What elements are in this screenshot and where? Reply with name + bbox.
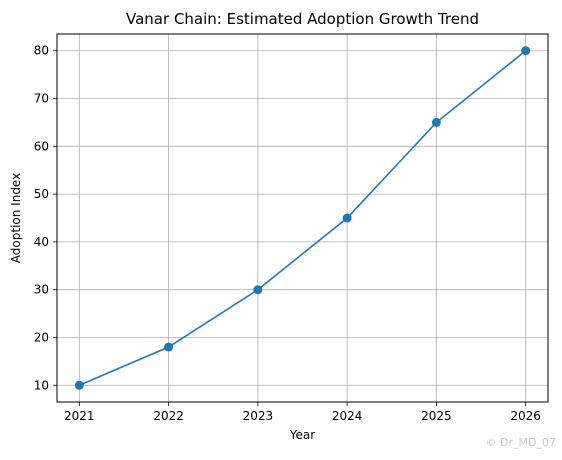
data-point — [253, 285, 263, 295]
y-tick-label: 80 — [34, 44, 49, 58]
data-point — [521, 46, 531, 56]
axis-ticks: 2021 2022 2023 2024 2025 2026 10 20 30 40 50 60 70 80 — [34, 44, 541, 423]
series — [74, 46, 531, 390]
plot-area-frame — [56, 33, 549, 403]
grid — [57, 34, 548, 402]
x-tick-label: 2022 — [153, 409, 184, 423]
y-tick-label: 10 — [34, 378, 49, 392]
x-tick-label: 2023 — [243, 409, 274, 423]
series-line — [79, 50, 527, 387]
y-tick-label: 50 — [34, 187, 49, 201]
data-point — [74, 380, 84, 390]
x-axis-label: Year — [289, 428, 315, 442]
watermark: © Dr_MD_07 — [485, 436, 556, 449]
y-axis-label: Adoption Index — [9, 173, 23, 263]
x-tick-label: 2021 — [64, 409, 95, 423]
chart-title: Vanar Chain: Estimated Adoption Growth T… — [126, 10, 479, 28]
data-point — [431, 117, 441, 127]
y-tick-label: 30 — [34, 283, 49, 297]
data-point — [164, 342, 174, 352]
y-tick-label: 20 — [34, 330, 49, 344]
data-point — [342, 213, 352, 223]
y-tick-label: 70 — [34, 92, 49, 106]
x-tick-label: 2025 — [421, 409, 452, 423]
x-tick-label: 2026 — [510, 409, 541, 423]
y-tick-label: 40 — [34, 235, 49, 249]
y-tick-label: 60 — [34, 139, 49, 153]
x-tick-label: 2024 — [332, 409, 363, 423]
